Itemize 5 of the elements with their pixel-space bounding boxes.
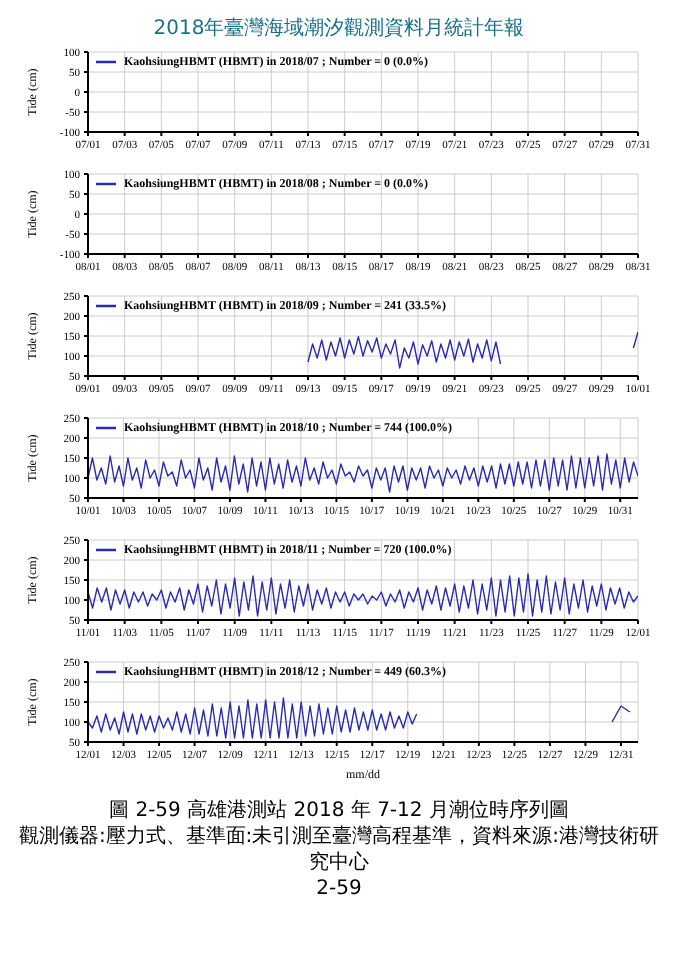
text: 2-59 [314,876,364,902]
caption: 圖 2-59 高雄港測站 2018 年 7-12 月潮位時序列圖 [107,798,571,824]
text: 2018年臺灣海域潮汐觀測資料月統計年報 [151,16,527,42]
text: 觀測儀器:壓力式、基準面:未引測至臺灣高程基準，資料來源:港灣技術研究中心 [16,824,662,876]
line-series [88,453,638,493]
